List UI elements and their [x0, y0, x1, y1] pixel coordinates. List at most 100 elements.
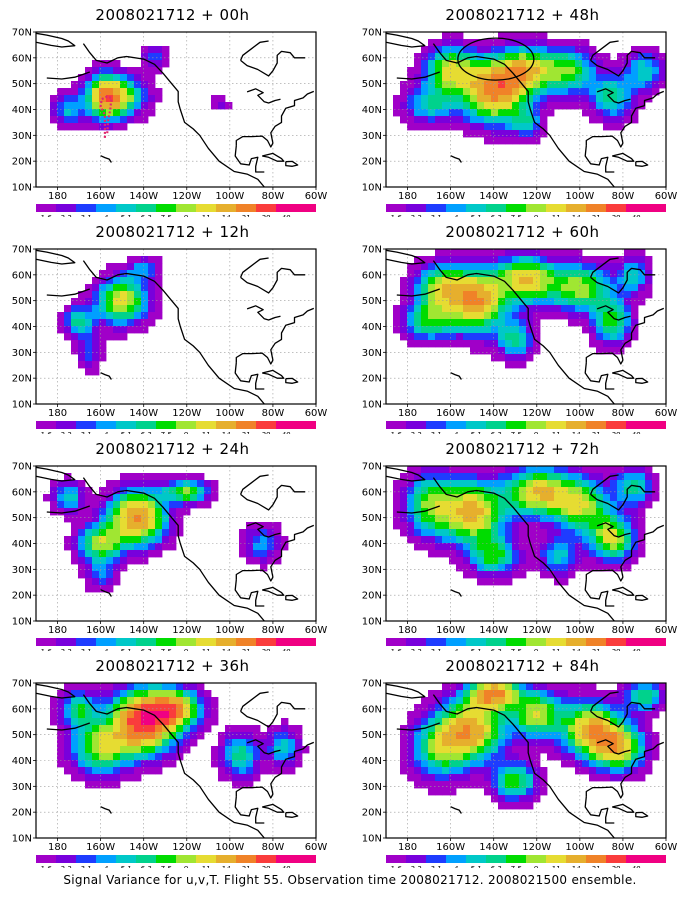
- coastline: [235, 741, 315, 799]
- heat-cell: [106, 270, 114, 278]
- heat-cell: [85, 487, 93, 495]
- heat-cell: [414, 102, 422, 110]
- heat-cell: [610, 319, 618, 327]
- heat-cell: [407, 116, 415, 124]
- heat-cell: [407, 732, 415, 740]
- heat-cell: [120, 529, 128, 537]
- heat-cell: [477, 130, 485, 138]
- heat-cell: [610, 60, 618, 68]
- heat-cell: [603, 697, 611, 705]
- x-tick-label: 60W: [655, 625, 678, 636]
- heat-cell: [435, 718, 443, 726]
- heat-cell: [491, 732, 499, 740]
- heat-cell: [603, 487, 611, 495]
- heat-cell: [547, 536, 555, 544]
- heat-cell: [442, 340, 450, 348]
- colorbar-swatch: [236, 855, 257, 863]
- heat-cell: [631, 487, 639, 495]
- flight-route: [99, 95, 113, 138]
- heat-cell: [155, 256, 163, 264]
- heat-cell: [498, 704, 506, 712]
- heat-cell: [498, 326, 506, 334]
- heat-cell: [484, 494, 492, 502]
- heat-cell: [561, 480, 569, 488]
- colorbar-swatch: [386, 421, 407, 429]
- heat-cell: [274, 550, 282, 558]
- heat-cell: [169, 487, 177, 495]
- heat-cell: [148, 690, 156, 698]
- heat-cell: [78, 88, 86, 96]
- heat-cell: [498, 487, 506, 495]
- heat-cell: [610, 270, 618, 278]
- heat-cell: [505, 53, 513, 61]
- heat-cell: [484, 74, 492, 82]
- heat-cell: [407, 81, 415, 89]
- heat-cell: [561, 711, 569, 719]
- heat-cell: [463, 256, 471, 264]
- heat-cell: [484, 725, 492, 733]
- y-tick-label: 60N: [12, 270, 32, 281]
- colorbar-label: 9: [534, 648, 539, 651]
- colorbar-label: 2.2: [60, 431, 72, 434]
- heat-cell: [120, 109, 128, 117]
- heat-cell: [393, 487, 401, 495]
- heat-cell: [421, 487, 429, 495]
- heat-cell: [57, 690, 65, 698]
- heat-cell: [610, 305, 618, 313]
- heat-cell: [505, 277, 513, 285]
- heat-cell: [470, 564, 478, 572]
- heat-cell: [554, 81, 562, 89]
- heat-cell: [113, 725, 121, 733]
- y-tick-label: 30N: [362, 782, 382, 793]
- heat-cell: [85, 354, 93, 362]
- heat-cell: [589, 340, 597, 348]
- heat-cell: [85, 704, 93, 712]
- heat-cell: [456, 326, 464, 334]
- heat-cell: [435, 711, 443, 719]
- heat-cell: [78, 690, 86, 698]
- heat-cell: [407, 466, 415, 474]
- heat-cell: [512, 522, 520, 530]
- colorbar-label: 2.2: [410, 865, 422, 868]
- heat-cell: [71, 753, 79, 761]
- colorbar-swatch: [256, 204, 277, 212]
- y-tick-label: 30N: [12, 782, 32, 793]
- heat-cell: [246, 760, 254, 768]
- heat-cell: [246, 732, 254, 740]
- heat-cell: [442, 697, 450, 705]
- heat-cell: [449, 788, 457, 796]
- heat-cell: [393, 515, 401, 523]
- heat-cell: [400, 760, 408, 768]
- heat-cell: [540, 550, 548, 558]
- heat-cell: [631, 53, 639, 61]
- heat-cell: [442, 67, 450, 75]
- colorbar-swatch: [486, 855, 507, 863]
- heat-cell: [512, 95, 520, 103]
- heat-cell: [463, 508, 471, 516]
- heat-cell: [414, 753, 422, 761]
- coastline: [385, 32, 426, 48]
- heat-cell: [463, 732, 471, 740]
- heat-cell: [484, 130, 492, 138]
- heat-cell: [428, 277, 436, 285]
- heat-cell: [631, 305, 639, 313]
- heat-cell: [484, 536, 492, 544]
- heat-cell: [232, 725, 240, 733]
- heat-cell: [456, 88, 464, 96]
- heat-cell: [526, 305, 534, 313]
- heat-cell: [113, 515, 121, 523]
- heat-cell: [477, 760, 485, 768]
- heat-cell: [141, 270, 149, 278]
- x-tick-label: 80W: [262, 191, 285, 202]
- heat-cell: [463, 249, 471, 257]
- heat-cell: [624, 102, 632, 110]
- heat-cell: [407, 739, 415, 747]
- heat-cell: [554, 263, 562, 271]
- heat-cell: [421, 543, 429, 551]
- heat-cell: [477, 522, 485, 530]
- heat-cell: [575, 494, 583, 502]
- heat-cell: [134, 95, 142, 103]
- coastline: [234, 145, 265, 173]
- heat-cell: [141, 326, 149, 334]
- heat-cell: [162, 753, 170, 761]
